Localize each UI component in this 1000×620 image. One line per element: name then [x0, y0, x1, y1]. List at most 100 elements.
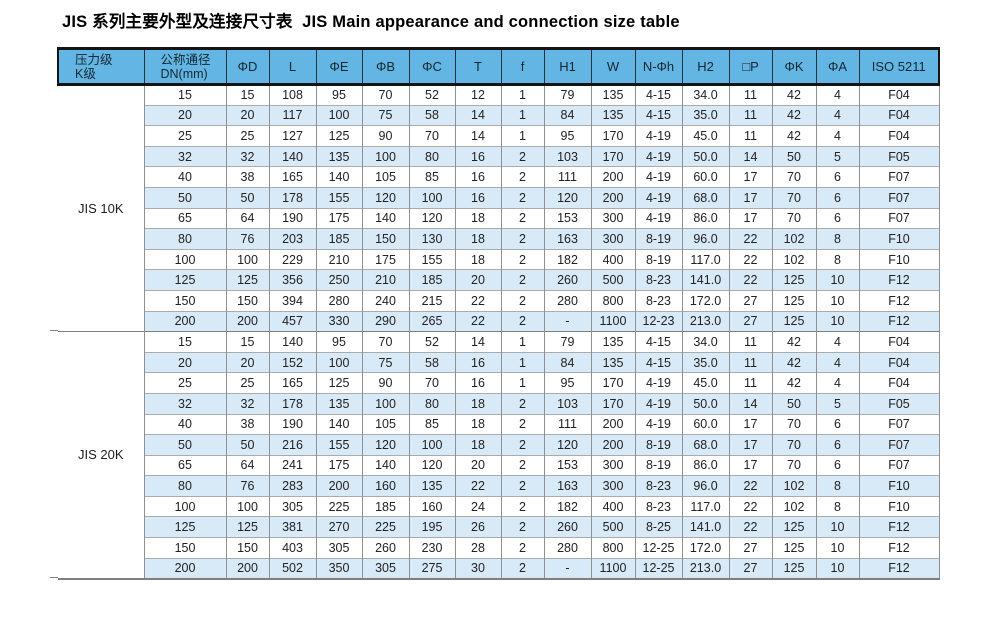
table-cell: 6	[815, 186, 860, 209]
table-cell: 45.0	[681, 372, 730, 394]
table-cell: 350	[315, 557, 363, 579]
table-cell: 35.0	[681, 104, 730, 126]
table-cell: 17	[728, 186, 773, 209]
table-cell: 103	[543, 392, 592, 414]
table-cell: 8-23	[634, 289, 683, 312]
table-cell: 4-19	[634, 166, 683, 188]
column-header-phi-d: ΦD	[225, 47, 270, 86]
table-cell: 225	[361, 516, 410, 538]
table-cell: 70	[361, 331, 410, 353]
table-cell: 10	[815, 557, 860, 579]
table-cell: 135	[590, 351, 636, 373]
table-cell: 95	[315, 84, 363, 106]
table-cell: F04	[858, 331, 940, 353]
table-cell: 100	[361, 392, 410, 414]
table-cell: 16	[454, 166, 502, 188]
table-cell: 70	[771, 413, 817, 435]
table-cell: 135	[590, 104, 636, 126]
table-cell: 140	[315, 166, 363, 188]
table-cell: 22	[728, 495, 773, 517]
table-cell: 14	[454, 104, 502, 126]
table-cell: 68.0	[681, 434, 730, 456]
table-cell: 15	[225, 331, 270, 353]
table-cell: 15	[225, 84, 270, 106]
table-cell: 215	[408, 289, 456, 312]
table-cell: 200	[590, 186, 636, 209]
table-cell: 190	[268, 413, 317, 435]
table-cell: 125	[143, 516, 227, 538]
table-cell: 100	[361, 145, 410, 167]
table-row: 25 25 165 125 90 70 16 1 95 170 4-19 45.0 11 42 4 F04	[58, 372, 940, 394]
table-cell: 172.0	[681, 537, 730, 559]
table-cell: 182	[543, 495, 592, 517]
table-cell: 11	[728, 104, 773, 126]
table-cell: 18	[454, 434, 502, 456]
table-cell: 6	[815, 434, 860, 456]
table-cell: 18	[454, 413, 502, 435]
table-cell: 280	[543, 289, 592, 312]
table-cell: 70	[771, 166, 817, 188]
column-header-h1: H1	[543, 47, 592, 86]
table-cell: 213.0	[681, 557, 730, 579]
table-cell: 200	[143, 310, 227, 332]
table-cell: 500	[590, 516, 636, 538]
table-cell: 300	[590, 454, 636, 476]
table-cell: 165	[268, 166, 317, 188]
table-cell: 400	[590, 248, 636, 270]
table-cell: 356	[268, 269, 317, 291]
table-cell: 12	[454, 84, 502, 106]
table-cell: 100	[408, 434, 456, 456]
table-cell: 170	[590, 125, 636, 147]
table-cell: 11	[728, 372, 773, 394]
table-cell: 52	[408, 331, 456, 353]
table-cell: 105	[361, 413, 410, 435]
table-cell: 64	[225, 207, 270, 229]
table-cell: 135	[408, 475, 456, 497]
table-cell: 32	[225, 145, 270, 167]
table-cell: 120	[408, 207, 456, 229]
table-cell: 22	[454, 310, 502, 332]
table-cell: 300	[590, 475, 636, 497]
table-cell: 163	[543, 475, 592, 497]
table-cell: 65	[143, 207, 227, 229]
table-cell: 125	[315, 125, 363, 147]
table-cell: 172.0	[681, 289, 730, 312]
table-cell: 20	[454, 269, 502, 291]
table-cell: 125	[225, 269, 270, 291]
column-header-w: W	[590, 47, 636, 86]
table-cell: 22	[454, 475, 502, 497]
table-cell: 42	[771, 125, 817, 147]
table-cell: 40	[143, 413, 227, 435]
table-cell: 20	[225, 104, 270, 126]
table-cell: 260	[543, 516, 592, 538]
table-cell: 210	[361, 269, 410, 291]
table-cell: 25	[225, 372, 270, 394]
table-cell: 2	[500, 145, 545, 167]
table-cell: 213.0	[681, 310, 730, 332]
table-cell: F12	[858, 537, 940, 559]
table-cell: 8	[815, 475, 860, 497]
table-cell: 300	[590, 228, 636, 250]
table-cell: 8	[815, 228, 860, 250]
table-cell: 200	[590, 434, 636, 456]
table-cell: 4-19	[634, 145, 683, 167]
table-row: 40 38 165 140 105 85 16 2 111 200 4-19 60.0 17 70 6 F07	[58, 166, 940, 188]
table-cell: F10	[858, 228, 940, 250]
table-cell: 111	[543, 166, 592, 188]
table-cell: 230	[408, 537, 456, 559]
table-cell: 155	[408, 248, 456, 270]
table-cell: 16	[454, 372, 502, 394]
table-cell: 130	[408, 228, 456, 250]
table-cell: 30	[454, 557, 502, 579]
table-row: 20 20 152 100 75 58 16 1 84 135 4-15 35.0 11 42 4 F04	[58, 351, 940, 373]
table-row: 150 150 394 280 240 215 22 2 280 800 8-23 172.0 27 12…	[58, 289, 940, 312]
table-cell: 70	[361, 84, 410, 106]
table-cell: 79	[543, 84, 592, 106]
table-cell: 135	[315, 392, 363, 414]
table-cell: 27	[728, 289, 773, 312]
table-cell: 42	[771, 331, 817, 353]
table-cell: 153	[543, 454, 592, 476]
table-cell: 95	[543, 125, 592, 147]
table-cell: 394	[268, 289, 317, 312]
table-cell: 2	[500, 537, 545, 559]
